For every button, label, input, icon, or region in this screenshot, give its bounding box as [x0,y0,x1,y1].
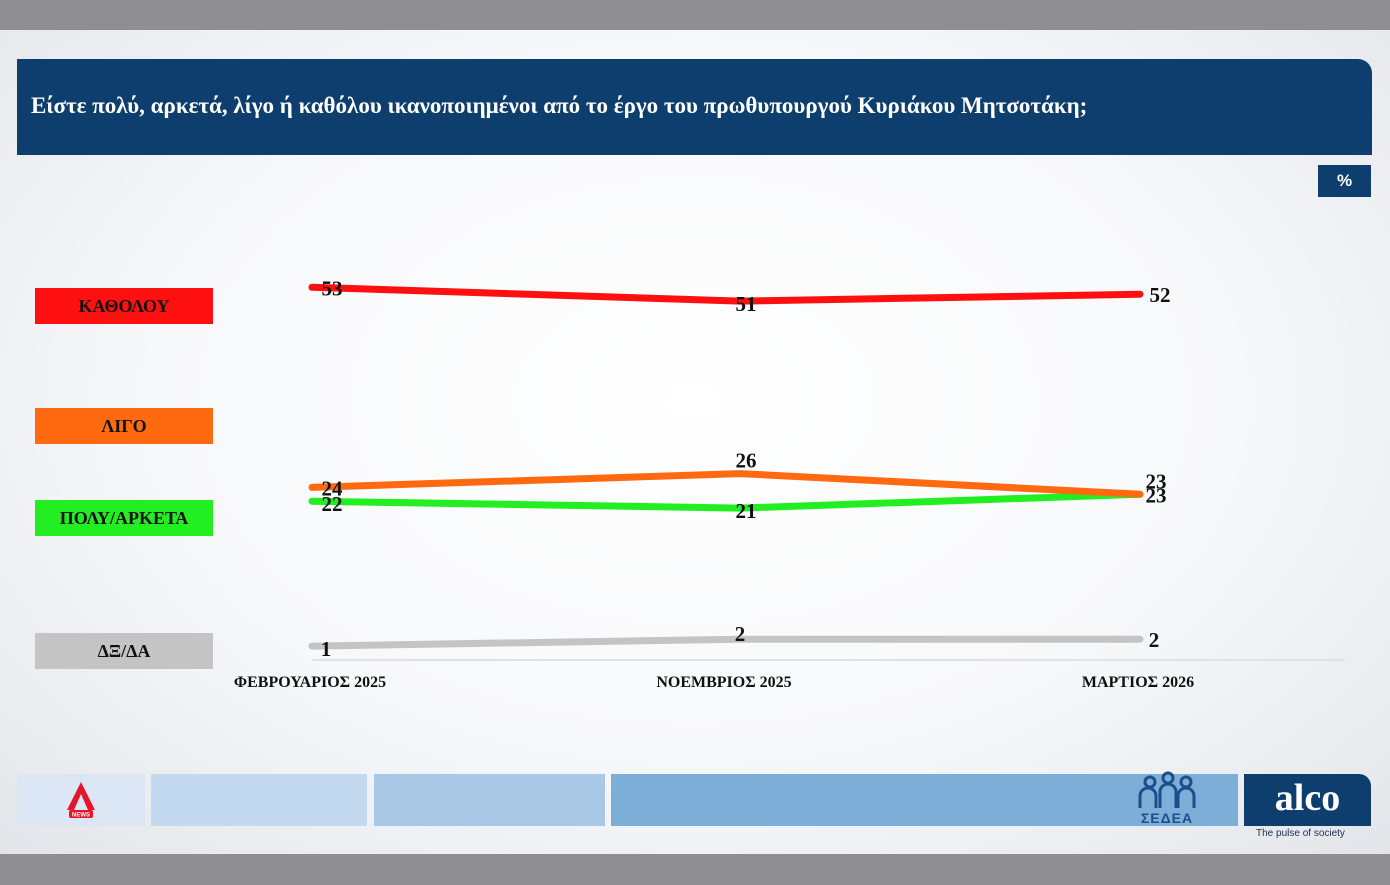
series-line-2 [308,470,1144,498]
data-label: 23 [1146,469,1167,493]
legend-katholou: ΚΑΘΟΛΟΥ [35,288,213,324]
title-banner: Είστε πολύ, αρκετά, λίγο ή καθόλου ικανο… [17,59,1372,155]
footer-segment [151,774,367,826]
alpha-news-logo: NEWS [17,774,145,826]
alco-logo: alco [1244,774,1371,826]
series-line-1 [308,283,1144,305]
alpha-news-label: NEWS [72,813,90,819]
data-label: 52 [1150,283,1171,307]
people-icon [1138,771,1196,808]
slide: Είστε πολύ, αρκετά, λίγο ή καθόλου ικανο… [0,30,1390,854]
data-label: 21 [736,499,757,523]
alpha-logo-icon: NEWS [67,782,95,819]
x-tick-label: ΝΟΕΜΒΡΙΟΣ 2025 [656,674,791,691]
series-line-4 [308,635,1144,650]
alco-tagline: The pulse of society [1256,828,1345,839]
data-label: 1 [321,637,332,661]
footer-bar: NEWS ΣΕΔΕΑ alco The pulse of socie [0,771,1390,839]
footer-segment [611,774,1238,826]
data-label: 2 [1149,628,1160,652]
legend-ligo: ΛΙΓΟ [35,408,213,444]
series-line-3 [308,490,1144,512]
legend-dxda: ΔΞ/ΔΑ [35,633,213,669]
sedea-logo: ΣΕΔΕΑ [1126,770,1208,830]
alco-wordmark: alco [1274,777,1341,819]
page-title: Είστε πολύ, αρκετά, λίγο ή καθόλου ικανο… [31,93,1088,118]
data-label: 22 [322,492,343,516]
data-label: 2 [735,622,746,646]
data-label: 53 [322,276,343,300]
x-tick-label: ΦΕΒΡΟΥΑΡΙΟΣ 2025 [234,674,386,691]
sedea-label: ΣΕΔΕΑ [1140,810,1194,826]
unit-badge: % [1318,165,1371,197]
data-label: 26 [736,449,757,473]
footer-segment [374,774,605,826]
x-tick-label: ΜΑΡΤΙΟΣ 2026 [1082,674,1194,691]
legend-poly-arketa: ΠΟΛΥ/ΑΡΚΕΤΑ [35,500,213,536]
data-label: 23 [1146,483,1167,507]
data-label: 24 [322,476,344,500]
data-label: 51 [736,292,757,316]
